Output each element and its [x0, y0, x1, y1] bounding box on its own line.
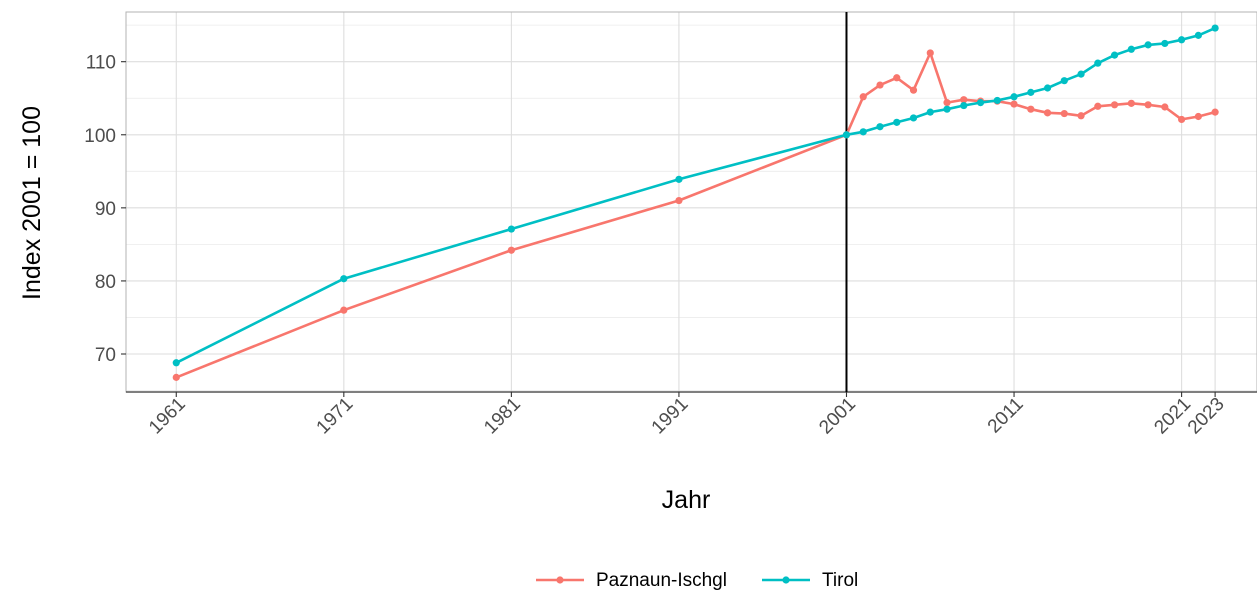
legend-key-point — [556, 576, 564, 584]
data-point-series-1 — [943, 99, 951, 107]
data-point-series-2 — [842, 131, 851, 139]
data-point-series-2 — [1010, 93, 1018, 101]
legend: Paznaun-Ischgl Tirol — [536, 570, 858, 591]
data-point-series-2 — [1077, 70, 1085, 78]
y-axis-ticks: 70 80 90 100 110 — [84, 53, 126, 366]
y-axis-title: Index 2001 = 100 — [18, 106, 46, 300]
data-point-series-1 — [1161, 103, 1169, 111]
data-point-series-1 — [1211, 108, 1219, 116]
data-point-series-1 — [1077, 112, 1085, 120]
data-point-series-2 — [507, 225, 515, 233]
data-point-series-2 — [1178, 36, 1186, 44]
data-point-series-1 — [1194, 112, 1202, 121]
x-tick-label: 2023 — [1184, 394, 1229, 439]
data-point-series-1 — [909, 86, 918, 94]
data-point-series-2 — [893, 118, 901, 126]
y-tick-label: 90 — [95, 199, 116, 220]
plot-border — [125, 11, 1257, 393]
data-point-series-1 — [1043, 109, 1052, 117]
y-tick-label: 100 — [84, 126, 116, 147]
data-point-series-1 — [675, 196, 683, 205]
data-point-series-2 — [943, 105, 951, 113]
data-point-series-2 — [993, 96, 1001, 105]
x-tick-label: 2021 — [1150, 394, 1195, 439]
data-point-series-1 — [893, 74, 901, 82]
x-tick-label: 1991 — [648, 394, 693, 439]
data-point-series-1 — [1027, 105, 1035, 113]
data-point-series-2 — [926, 108, 934, 116]
data-point-series-1 — [507, 246, 515, 254]
series-line-2 — [175, 26, 1216, 364]
data-point-series-1 — [926, 49, 934, 57]
data-point-series-1 — [1094, 102, 1102, 110]
data-point-series-2 — [859, 128, 867, 136]
data-point-series-1 — [1110, 101, 1119, 109]
series-line-1 — [175, 51, 1216, 379]
y-tick-label: 70 — [95, 345, 116, 366]
data-point-series-1 — [876, 81, 884, 89]
x-axis-title: Jahr — [662, 486, 711, 514]
y-tick-label: 110 — [86, 53, 116, 74]
data-point-series-2 — [909, 114, 918, 122]
data-point-series-1 — [1127, 99, 1135, 107]
data-point-series-1 — [1060, 109, 1068, 118]
data-point-series-1 — [1178, 115, 1186, 124]
data-point-series-2 — [1094, 59, 1102, 67]
data-point-series-2 — [675, 175, 683, 183]
data-point-series-1 — [859, 93, 867, 101]
data-point-series-2 — [1060, 77, 1068, 85]
y-tick-label: 80 — [95, 272, 116, 293]
data-point-series-1 — [1010, 100, 1018, 108]
x-tick-label: 1981 — [480, 394, 525, 439]
data-point-series-2 — [1194, 31, 1202, 39]
data-point-series-2 — [1127, 45, 1135, 53]
data-point-series-2 — [1161, 39, 1169, 48]
x-tick-label: 1971 — [313, 394, 358, 439]
data-point-series-2 — [340, 275, 348, 283]
data-point-series-2 — [1110, 51, 1119, 59]
major-gridlines — [126, 12, 1257, 392]
minor-gridlines — [126, 24, 1257, 391]
data-point-series-1 — [960, 96, 968, 104]
legend-label: Paznaun-Ischgl — [596, 570, 727, 591]
data-point-series-2 — [1144, 41, 1152, 49]
data-point-series-1 — [1144, 101, 1152, 109]
data-point-series-1 — [172, 373, 180, 381]
x-tick-label: 1961 — [145, 394, 190, 439]
data-point-series-2 — [876, 123, 884, 131]
x-tick-label: 2001 — [815, 394, 860, 439]
x-tick-label: 2011 — [984, 394, 1028, 438]
legend-key-point — [782, 576, 790, 584]
data-point-series-1 — [340, 306, 348, 314]
data-point-series-2 — [1027, 88, 1035, 96]
data-point-series-2 — [172, 359, 180, 367]
data-point-series-2 — [976, 99, 985, 107]
data-point-series-2 — [1043, 84, 1052, 92]
data-point-series-2 — [1211, 24, 1219, 32]
data-point-series-2 — [960, 101, 968, 110]
legend-label: Tirol — [822, 570, 858, 591]
series-layer — [172, 24, 1219, 381]
